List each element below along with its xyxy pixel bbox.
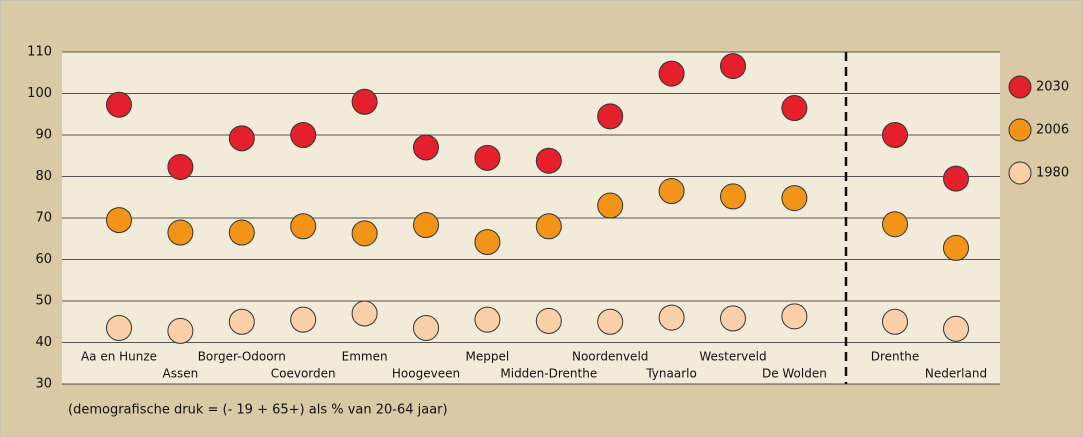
- dot: [413, 134, 439, 161]
- dot: [720, 305, 746, 332]
- dot: [882, 122, 908, 148]
- x-tick-label: Westerveld: [699, 350, 766, 364]
- y-tick-label: 110: [27, 45, 52, 60]
- dot: [228, 308, 255, 335]
- dot: [658, 304, 685, 331]
- legend-marker: [1008, 118, 1032, 142]
- y-tick-label: 30: [35, 377, 52, 392]
- x-tick-label: Emmen: [342, 350, 388, 364]
- dot: [413, 212, 439, 239]
- x-tick-label: De Wolden: [762, 367, 827, 381]
- dot: [658, 178, 685, 205]
- dot: [943, 315, 969, 342]
- x-tick-label: Hoogeveen: [392, 367, 460, 381]
- x-tick-label: Meppel: [466, 350, 510, 364]
- dot: [597, 308, 624, 335]
- dot: [290, 122, 317, 148]
- note: (demografische druk = (- 19 + 65+) als %…: [68, 403, 448, 418]
- dot: [106, 91, 132, 118]
- legend-label: 2030: [1036, 80, 1069, 95]
- dot: [228, 219, 255, 246]
- x-tick-label: Drenthe: [871, 350, 920, 364]
- dot: [290, 213, 317, 240]
- dot: [167, 317, 194, 344]
- dot: [535, 307, 562, 334]
- x-tick-label: Borger-Odoorn: [198, 350, 286, 364]
- y-tick-label: 100: [27, 86, 52, 101]
- dot: [351, 220, 378, 247]
- dot: [781, 95, 808, 122]
- x-tick-label: Noordenveld: [572, 350, 648, 364]
- dot: [597, 103, 624, 130]
- dot: [658, 60, 685, 87]
- dot: [106, 207, 132, 234]
- x-tick-label: Midden-Drenthe: [500, 367, 597, 381]
- x-tick-label: Aa en Hunze: [81, 350, 157, 364]
- dot: [351, 300, 378, 327]
- dot: [351, 88, 378, 115]
- dot: [781, 303, 808, 330]
- x-tick-label: Tynaarlo: [645, 367, 696, 381]
- dot: [228, 125, 255, 152]
- dot: [597, 192, 624, 219]
- y-tick-label: 70: [35, 211, 52, 226]
- dot: [290, 306, 317, 333]
- y-tick-label: 50: [35, 294, 52, 309]
- dot: [474, 306, 501, 333]
- dot: [882, 211, 908, 238]
- x-tick-label: Coevorden: [271, 367, 336, 381]
- x-tick-label: Nederland: [925, 367, 987, 381]
- dot: [535, 213, 562, 240]
- dot: [474, 229, 501, 256]
- dot: [943, 234, 969, 261]
- x-tick-label: Assen: [163, 367, 199, 381]
- y-tick-label: 80: [35, 169, 52, 184]
- dot: [943, 165, 969, 192]
- dot: [167, 219, 194, 246]
- dot: [167, 153, 194, 180]
- y-tick-label: 90: [35, 128, 52, 143]
- legend-marker: [1008, 161, 1032, 185]
- legend-label: 1980: [1036, 166, 1069, 181]
- legend-label: 2006: [1036, 123, 1069, 138]
- dot: [720, 53, 746, 80]
- dot: [882, 308, 908, 335]
- y-tick-label: 60: [35, 252, 52, 267]
- y-tick-label: 40: [35, 335, 52, 350]
- dot: [781, 185, 808, 212]
- dot: [413, 314, 439, 341]
- dot: [474, 144, 501, 171]
- dot: [535, 147, 562, 174]
- legend-marker: [1008, 75, 1032, 99]
- dot: [720, 183, 746, 210]
- dot: [106, 314, 132, 341]
